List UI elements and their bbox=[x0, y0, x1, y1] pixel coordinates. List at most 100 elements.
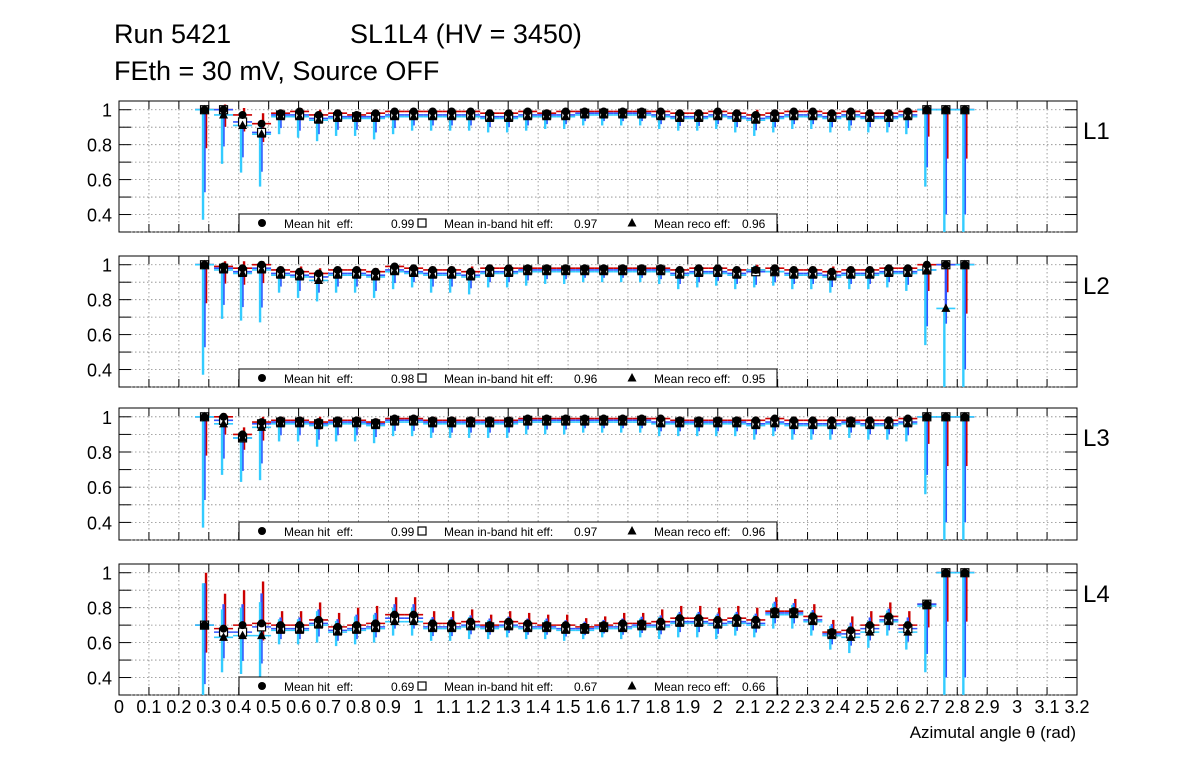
x-tick-label: 1.2 bbox=[466, 697, 491, 717]
hit-marker bbox=[485, 264, 494, 273]
hit-marker bbox=[371, 109, 380, 118]
reco-marker bbox=[523, 266, 533, 276]
hit-marker bbox=[428, 107, 437, 116]
reco-marker bbox=[371, 623, 381, 633]
legend-box bbox=[238, 213, 778, 233]
reco-marker bbox=[922, 264, 932, 274]
legend-hit-marker bbox=[258, 527, 266, 535]
legend-value: 0.97 bbox=[574, 217, 598, 231]
chamber-title: SL1L4 (HV = 3450) bbox=[350, 19, 582, 49]
hit-marker bbox=[276, 621, 285, 630]
y-tick-label: 0.8 bbox=[87, 599, 112, 619]
y-tick-label: 1 bbox=[102, 101, 112, 121]
hit-marker bbox=[504, 109, 513, 118]
y-tick-label: 0.4 bbox=[87, 206, 112, 226]
hit-marker bbox=[314, 269, 323, 278]
reco-marker bbox=[846, 111, 856, 121]
hit-marker bbox=[333, 622, 342, 631]
reco-marker bbox=[637, 417, 647, 426]
reco-marker bbox=[276, 418, 286, 428]
legend-value: 0.96 bbox=[574, 372, 598, 386]
hit-marker bbox=[371, 619, 380, 628]
hit-marker bbox=[656, 107, 665, 116]
reco-marker bbox=[561, 625, 571, 634]
reco-marker bbox=[770, 418, 780, 428]
reco-marker bbox=[466, 621, 476, 631]
panel-l3: 0.4 0.6 0.8 1 L3 Mean hit eff: 0.99 Mean in-ban… bbox=[87, 407, 1110, 541]
reco-marker bbox=[941, 411, 951, 421]
legend: Mean hit eff: 0.99 Mean in-band hit eff: 0.… bbox=[238, 521, 778, 541]
legend-label: Mean hit eff: bbox=[284, 372, 353, 386]
legend-value: 0.96 bbox=[742, 217, 766, 231]
x-tick-label: 1.6 bbox=[585, 697, 610, 717]
reco-marker bbox=[827, 113, 837, 122]
legend-value: 0.95 bbox=[742, 372, 766, 386]
reco-marker bbox=[827, 420, 837, 430]
hit-marker bbox=[751, 615, 760, 624]
reco-marker bbox=[751, 620, 761, 629]
reco-marker bbox=[808, 616, 818, 626]
hit-marker bbox=[371, 267, 380, 276]
reco-marker bbox=[751, 420, 761, 430]
reco-marker bbox=[903, 627, 913, 636]
legend-label: Mean in-band hit eff: bbox=[444, 217, 553, 231]
legend-value: 0.69 bbox=[391, 680, 415, 694]
x-tick-label: 1.3 bbox=[496, 697, 521, 717]
hit-marker bbox=[561, 107, 570, 116]
legend-value: 0.98 bbox=[391, 372, 415, 386]
x-axis-label: Azimutal angle θ (rad) bbox=[910, 723, 1076, 742]
hit-marker bbox=[238, 264, 247, 273]
y-tick-label: 1 bbox=[102, 408, 112, 428]
reco-marker bbox=[675, 418, 685, 428]
hit-marker bbox=[808, 107, 817, 116]
panel-l4: 0.4 0.6 0.8 1 L4 Mean hit eff: 0.69 Mean in-ban… bbox=[87, 563, 1110, 696]
reco-marker bbox=[409, 417, 419, 426]
reco-marker bbox=[333, 113, 343, 122]
hit-marker bbox=[789, 265, 798, 274]
reco-marker bbox=[618, 266, 628, 276]
reco-marker bbox=[295, 271, 305, 281]
reco-marker bbox=[732, 113, 742, 122]
hit-marker bbox=[428, 619, 437, 628]
x-tick-label: 1.7 bbox=[615, 697, 640, 717]
reco-marker bbox=[333, 627, 343, 636]
reco-marker bbox=[314, 620, 324, 629]
hit-marker bbox=[713, 264, 722, 273]
reco-marker bbox=[922, 600, 932, 610]
hit-marker bbox=[770, 414, 779, 423]
hit-marker bbox=[390, 262, 399, 271]
reco-marker bbox=[257, 264, 267, 274]
x-tick-label: 2 bbox=[713, 697, 723, 717]
x-tick-label: 0.8 bbox=[346, 697, 371, 717]
legend-inband-marker bbox=[417, 373, 427, 383]
hit-marker bbox=[656, 414, 665, 423]
x-axis: 0 0.1 0.2 0.3 0.4 0.5 0.6 0.7 0.8 0.9 1 1.1 1.2 1.3 1.… bbox=[114, 697, 1090, 717]
reco-marker bbox=[637, 266, 647, 276]
reco-marker bbox=[314, 275, 324, 284]
hit-marker bbox=[694, 264, 703, 273]
reco-marker bbox=[485, 623, 495, 633]
x-tick-label: 2.1 bbox=[735, 697, 760, 717]
reco-marker bbox=[751, 115, 761, 124]
reco-marker bbox=[808, 111, 818, 121]
legend: Mean hit eff: 0.98 Mean in-band hit eff: 0.… bbox=[238, 368, 778, 388]
reco-marker bbox=[789, 420, 799, 430]
hit-marker bbox=[713, 107, 722, 116]
x-tick-label: 1.9 bbox=[675, 697, 700, 717]
reco-marker bbox=[238, 630, 248, 640]
reco-marker bbox=[371, 113, 381, 122]
hit-marker bbox=[219, 624, 228, 633]
panel-l2: 0.4 0.6 0.8 1 L2 Mean hit eff: 0.98 Mean in-ban… bbox=[87, 255, 1110, 388]
reco-marker bbox=[504, 268, 514, 277]
hit-marker bbox=[903, 264, 912, 273]
hit-marker bbox=[770, 109, 779, 118]
hit-marker bbox=[903, 414, 912, 423]
hit-marker bbox=[827, 109, 836, 118]
reco-marker bbox=[922, 411, 932, 421]
x-tick-label: 2.7 bbox=[915, 697, 940, 717]
reco-marker bbox=[428, 418, 438, 428]
hit-marker bbox=[295, 621, 304, 630]
reco-marker bbox=[390, 417, 400, 426]
hit-marker bbox=[219, 412, 228, 421]
reco-marker bbox=[713, 620, 723, 629]
